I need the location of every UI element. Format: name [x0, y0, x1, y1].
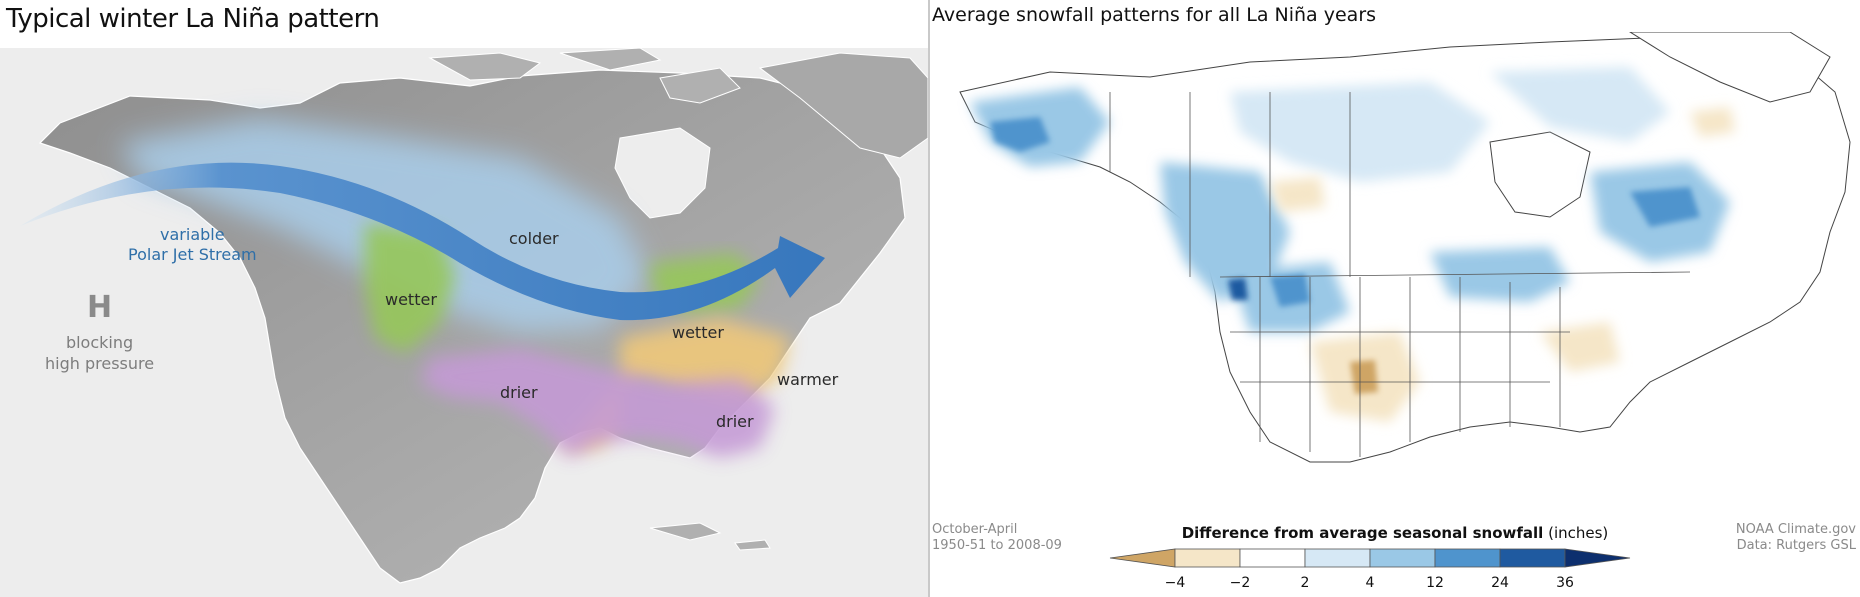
jet-stream-label: variable Polar Jet Stream: [128, 225, 257, 265]
high-pressure-symbol: H: [87, 290, 113, 325]
wetter-east-label: wetter: [672, 323, 724, 342]
period-note-line2: 1950-51 to 2008-09: [932, 538, 1062, 553]
credit-note-line2: Data: Rutgers GSL: [1736, 538, 1856, 553]
right-panel-title: Average snowfall patterns for all La Niñ…: [932, 4, 1377, 26]
wetter-west-label: wetter: [385, 290, 437, 309]
drier-region: [420, 348, 775, 458]
snow-strong-alaska: [990, 117, 1050, 152]
legend-title-text: Difference from average seasonal snowfal…: [1181, 524, 1544, 542]
period-note: October-April 1950-51 to 2008-09: [932, 522, 1062, 554]
political-boundaries: [1109, 92, 1691, 457]
legend-swatch-6: [1499, 548, 1566, 568]
greenland-land: [758, 52, 928, 159]
legend-tick-2: 2: [1300, 575, 1310, 591]
snow-strong-northwest: [1228, 278, 1248, 300]
caribbean-islands: [649, 522, 771, 551]
arctic-islands: [428, 48, 741, 104]
legend-swatch-1: [1174, 548, 1241, 568]
la-nina-pattern-panel: Typical winter La Niña pattern: [0, 0, 928, 597]
snowfall-map: [930, 32, 1860, 517]
pressure-label-line2: high pressure: [45, 354, 155, 373]
legend-swatch-0: [1109, 548, 1176, 568]
legend-tick-3: 4: [1365, 575, 1375, 591]
hudson-bay-outline: [1489, 131, 1591, 218]
legend-tick-5: 24: [1491, 575, 1509, 591]
legend-swatch-4: [1369, 548, 1436, 568]
jet-stream-label-line1: variable: [160, 225, 225, 244]
snow-deficit-prairies: [1270, 177, 1325, 212]
snow-deficit-labrador: [1690, 107, 1735, 137]
drier-east-label: drier: [716, 412, 754, 431]
wetter-west-region: [365, 223, 455, 353]
credit-note: NOAA Climate.gov Data: Rutgers GSL: [1736, 522, 1856, 554]
period-note-line1: October-April: [932, 522, 1018, 537]
hudson-bay: [614, 127, 711, 219]
snow-deficit-core: [1350, 360, 1378, 394]
colder-label: colder: [509, 229, 559, 248]
legend-swatch-5: [1434, 548, 1501, 568]
jet-stream-arrow: [20, 162, 825, 321]
legend-tick-6: 36: [1556, 575, 1574, 591]
legend-title: Difference from average seasonal snowfal…: [930, 524, 1860, 542]
legend-swatch-3: [1304, 548, 1371, 568]
warmer-label: warmer: [777, 370, 839, 389]
snow-increase-canada-west: [1160, 162, 1290, 302]
legend-tick-0: −4: [1164, 575, 1186, 591]
legend-colorbar: [1109, 548, 1631, 568]
legend-swatch-7: [1564, 548, 1631, 568]
pattern-map: [0, 48, 928, 597]
snow-increase-canada-central: [1230, 82, 1490, 182]
legend-title-units: (inches): [1548, 524, 1609, 542]
jet-stream-label-line2: Polar Jet Stream: [128, 245, 257, 264]
snowfall-panel: Average snowfall patterns for all La Niñ…: [930, 0, 1860, 597]
drier-west-label: drier: [500, 383, 538, 402]
credit-note-line1: NOAA Climate.gov: [1735, 522, 1856, 537]
snow-increase-greatlakes: [1430, 247, 1570, 302]
blocking-high-pressure-label: blocking high pressure: [45, 332, 154, 374]
legend-swatch-2: [1239, 548, 1306, 568]
left-panel-title: Typical winter La Niña pattern: [6, 4, 380, 34]
legend-tick-4: 12: [1426, 575, 1444, 591]
snow-strong-quebec: [1630, 187, 1700, 227]
snow-strong-rockies: [1270, 274, 1310, 307]
greenland-outline: [1629, 32, 1831, 103]
pressure-label-line1: blocking: [65, 333, 134, 352]
panel-divider: [928, 0, 930, 597]
legend-tick-1: −2: [1229, 575, 1251, 591]
snow-increase-labrador: [1490, 67, 1670, 142]
